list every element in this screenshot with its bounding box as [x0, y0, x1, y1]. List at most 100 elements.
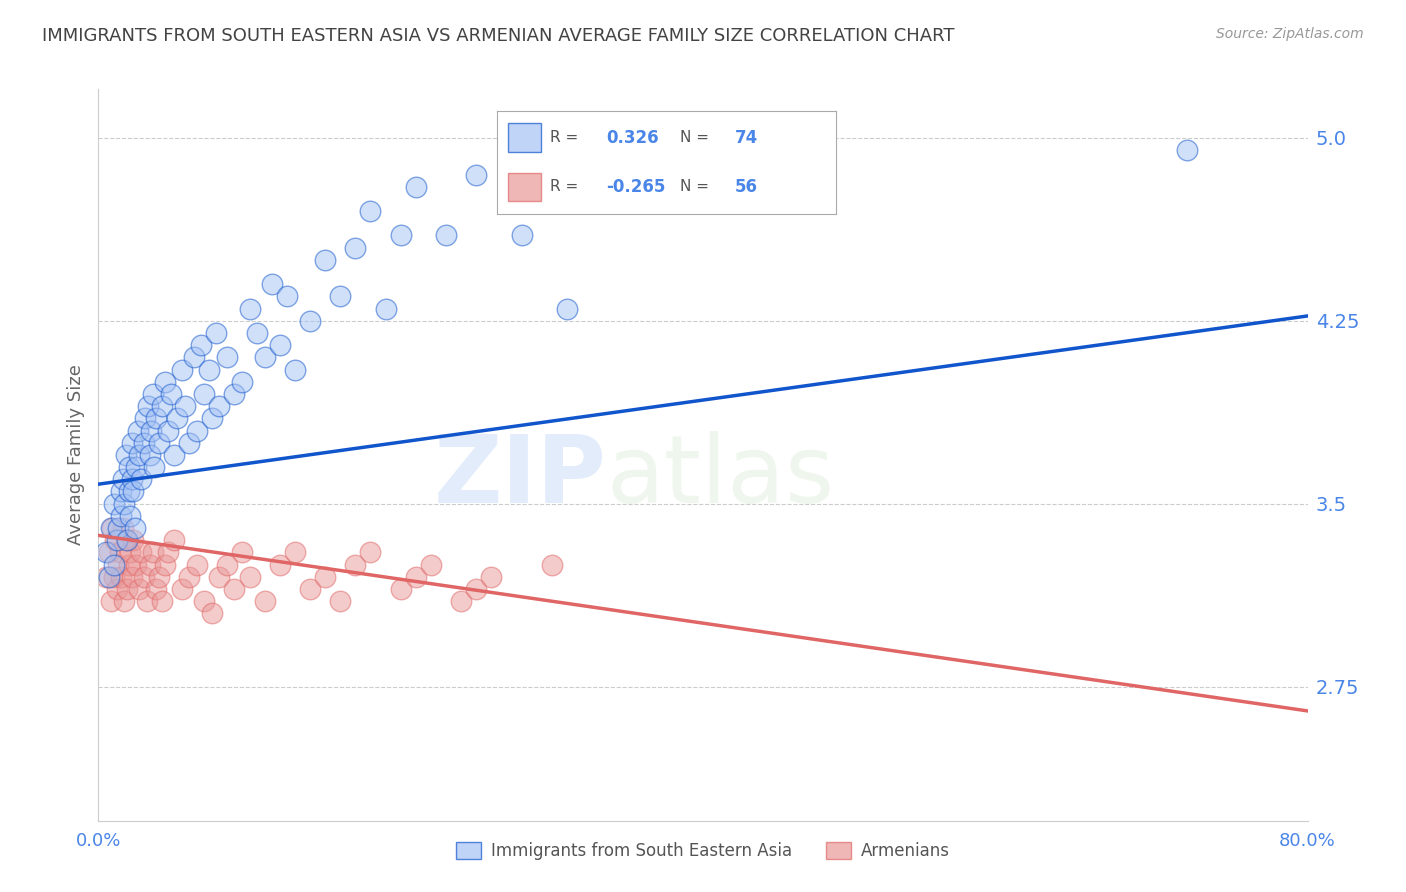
Point	[224, 582, 246, 596]
Point	[314, 570, 336, 584]
Point	[108, 545, 131, 559]
Point	[215, 558, 238, 572]
Point	[148, 570, 170, 584]
Y-axis label: Average Family Size: Average Family Size	[66, 365, 84, 545]
Point	[246, 326, 269, 340]
Point	[94, 570, 117, 584]
Point	[284, 545, 307, 559]
Point	[420, 558, 443, 572]
Point	[121, 570, 143, 584]
Point	[224, 387, 246, 401]
Point	[142, 545, 165, 559]
Point	[389, 582, 412, 596]
Point	[105, 582, 128, 596]
Point	[208, 399, 231, 413]
Point	[201, 411, 224, 425]
Point	[253, 594, 276, 608]
Legend: Immigrants from South Eastern Asia, Armenians: Immigrants from South Eastern Asia, Arme…	[450, 836, 956, 867]
Point	[98, 545, 121, 559]
Point	[110, 570, 132, 584]
Point	[100, 521, 122, 535]
Point	[112, 594, 135, 608]
Point	[163, 533, 186, 548]
Point	[179, 435, 201, 450]
Point	[148, 435, 170, 450]
Point	[114, 448, 136, 462]
Point	[128, 448, 150, 462]
Point	[344, 241, 367, 255]
Point	[510, 228, 533, 243]
Point	[110, 508, 132, 523]
Point	[163, 448, 186, 462]
Point	[555, 301, 578, 316]
Point	[129, 545, 152, 559]
Point	[125, 558, 148, 572]
Point	[122, 484, 145, 499]
Text: IMMIGRANTS FROM SOUTH EASTERN ASIA VS ARMENIAN AVERAGE FAMILY SIZE CORRELATION C: IMMIGRANTS FROM SOUTH EASTERN ASIA VS AR…	[42, 27, 955, 45]
Point	[215, 351, 238, 365]
Point	[360, 545, 382, 559]
Point	[405, 179, 427, 194]
Point	[284, 362, 307, 376]
Point	[239, 301, 262, 316]
Point	[145, 582, 167, 596]
Text: Source: ZipAtlas.com: Source: ZipAtlas.com	[1216, 27, 1364, 41]
Point	[205, 326, 228, 340]
Point	[170, 582, 193, 596]
Point	[103, 570, 125, 584]
Point	[360, 204, 382, 219]
Point	[127, 424, 149, 438]
Point	[314, 252, 336, 267]
Point	[153, 558, 176, 572]
Point	[208, 570, 231, 584]
Point	[276, 289, 298, 303]
Point	[329, 289, 352, 303]
Point	[122, 533, 145, 548]
Point	[183, 351, 205, 365]
Point	[179, 570, 201, 584]
Point	[434, 228, 457, 243]
Point	[134, 411, 156, 425]
Point	[540, 558, 562, 572]
Point	[115, 533, 138, 548]
Point	[114, 533, 136, 548]
Point	[269, 338, 291, 352]
Point	[156, 424, 179, 438]
Point	[121, 435, 143, 450]
Point	[118, 558, 141, 572]
Point	[104, 533, 127, 548]
Point	[121, 472, 143, 486]
Point	[450, 594, 472, 608]
Text: ZIP: ZIP	[433, 431, 606, 523]
Point	[128, 582, 150, 596]
Point	[111, 521, 134, 535]
Point	[405, 570, 427, 584]
Point	[112, 497, 135, 511]
Point	[150, 594, 173, 608]
Point	[170, 362, 193, 376]
Point	[661, 179, 683, 194]
Point	[142, 387, 165, 401]
Point	[166, 411, 188, 425]
Point	[153, 375, 176, 389]
Point	[132, 570, 155, 584]
Point	[465, 168, 488, 182]
Point	[344, 558, 367, 572]
Point	[120, 545, 142, 559]
Point	[231, 375, 253, 389]
Point	[136, 399, 159, 413]
Point	[190, 338, 212, 352]
Point	[262, 277, 284, 292]
Point	[111, 472, 134, 486]
Point	[173, 399, 195, 413]
Point	[105, 533, 128, 548]
Point	[197, 362, 219, 376]
Point	[374, 301, 396, 316]
Point	[118, 484, 141, 499]
Point	[160, 387, 183, 401]
Point	[145, 411, 167, 425]
Point	[231, 545, 253, 559]
Point	[103, 558, 125, 572]
Point	[329, 594, 352, 608]
Point	[186, 424, 208, 438]
